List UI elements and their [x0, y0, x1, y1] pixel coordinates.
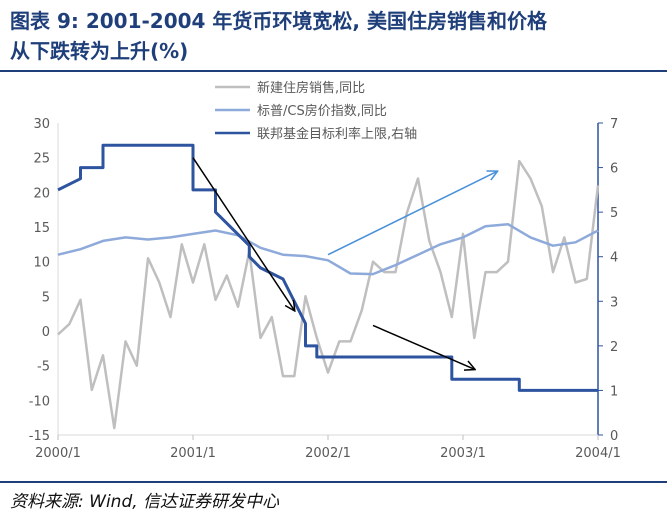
title-line-1: 图表 9: 2001-2004 年货币环境宽松, 美国住房销售和价格: [10, 9, 547, 33]
trend-arrow: [327, 172, 497, 256]
y-left-tick-label: 0: [42, 325, 50, 340]
y-right-tick-label: 1: [610, 384, 618, 399]
y-left-tick-label: -5: [37, 360, 50, 375]
y-left-tick-label: 30: [33, 117, 50, 132]
title-line-2: 从下跌转为上升(%): [10, 39, 189, 63]
y-left-tick-label: 10: [33, 256, 50, 271]
series-line-fed-funds-rate: [57, 143, 598, 392]
y-right-tick-label: 6: [610, 162, 618, 177]
chart-area: -15 -10 -5 0 5 10 15 20 25 30 0 1 2 3 4 5 6 7 2000/1 2001/1…: [29, 80, 621, 461]
legend-label-sales: 新建住房销售,同比: [257, 80, 365, 96]
top-divider: [0, 70, 667, 72]
series-line-cs-index: [57, 222, 599, 276]
trend-arrow: [372, 324, 474, 369]
trend-arrow: [192, 157, 294, 311]
bottom-divider: [0, 481, 667, 483]
y-right-tick-label: 0: [610, 429, 618, 444]
y-right-tick-label: 7: [610, 117, 618, 132]
legend-label-cs: 标普/CS房价指数,同比: [257, 103, 387, 119]
figure-title: 图表 9: 2001-2004 年货币环境宽松, 美国住房销售和价格 从下跌转为…: [10, 6, 660, 66]
series-line-new-home-sales: [57, 159, 600, 430]
legend: 新建住房销售,同比 标普/CS房价指数,同比 联邦基金目标利率上限,右轴: [215, 80, 417, 142]
y-right-tick-label: 2: [610, 340, 618, 355]
y-left-tick-label: -10: [29, 394, 50, 409]
y-right-tick-label: 5: [610, 206, 618, 221]
annotation-group: [192, 157, 497, 369]
y-left-tick-label: 20: [33, 186, 50, 201]
y-left-tick-label: 25: [33, 152, 50, 167]
y-right-tick-label: 3: [610, 295, 618, 310]
y-left-tick-label: 15: [33, 221, 50, 236]
y-right-tick-label: 4: [610, 251, 618, 266]
x-tick-label: 2001/1: [170, 446, 216, 461]
axes-group: -15 -10 -5 0 5 10 15 20 25 30 0 1 2 3 4 5 6 7 2000/1 2001/1…: [29, 117, 621, 461]
x-tick-label: 2000/1: [35, 446, 81, 461]
x-tick-label: 2004/1: [575, 446, 621, 461]
y-left-tick-label: 5: [42, 290, 50, 305]
series-group: [57, 143, 600, 430]
y-left-tick-label: -15: [29, 429, 50, 444]
legend-label-fed: 联邦基金目标利率上限,右轴: [257, 126, 417, 142]
x-tick-label: 2002/1: [305, 446, 351, 461]
x-tick-label: 2003/1: [440, 446, 486, 461]
source-note: 资料来源: Wind, 信达证券研发中心: [10, 492, 280, 512]
